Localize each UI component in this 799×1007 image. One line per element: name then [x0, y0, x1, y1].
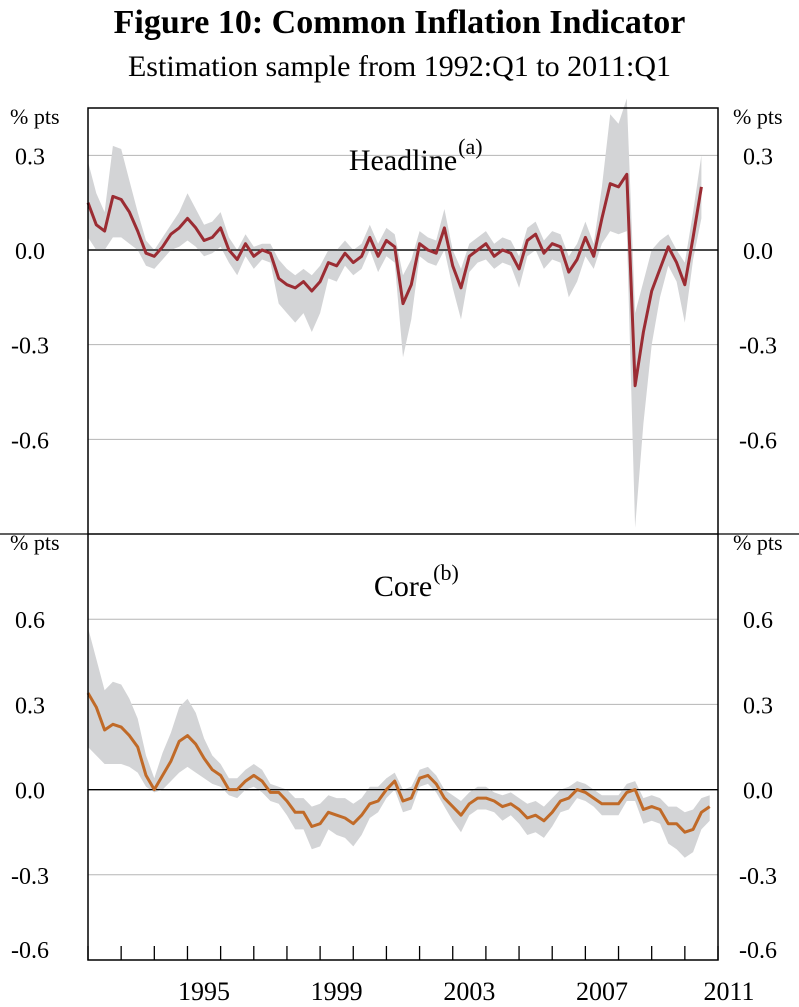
y-tick-label-left: 0.3	[15, 144, 45, 170]
y-tick-label-left: 0.0	[15, 239, 45, 265]
y-tick-label-right: 0.6	[743, 608, 773, 634]
x-tick-label: 1999	[311, 977, 363, 1006]
y-tick-label-left: -0.3	[11, 864, 49, 890]
core-panel: 0.6 0.60.3 0.30.0 0.0-0.3 -0.3-0.6 -0.6% pts%…	[10, 530, 783, 964]
y-tick-label-right: -0.3	[739, 334, 777, 360]
unit-label-left: % pts	[10, 104, 60, 129]
series-line	[86, 692, 711, 834]
x-axis: 1995 1999 2003 2007 2011	[87, 946, 755, 1006]
headline-panel: 0.3 0.3 0.0 0.0 -0.3 -0.3 -0.6 -0.6 % pts % pts He…	[10, 98, 783, 528]
x-tick-label: 2003	[443, 977, 495, 1006]
confidence-band	[88, 627, 710, 858]
y-tick-label-left: 0.3	[15, 693, 45, 719]
y-tick-label-left: -0.3	[11, 334, 49, 360]
chart-frame	[0, 107, 799, 961]
y-tick-label-right: 0.3	[743, 144, 773, 170]
panel-label: Headline	[349, 144, 457, 177]
panel-note: (a)	[458, 134, 482, 159]
x-tick-label: 1995	[178, 977, 230, 1006]
series-line	[86, 172, 703, 388]
panel-note: (b)	[433, 560, 459, 585]
unit-label-right: % pts	[733, 104, 783, 129]
chart-title: Figure 10: Common Inflation Indicator	[113, 4, 686, 41]
chart-subtitle: Estimation sample from 1992:Q1 to 2011:Q…	[127, 50, 671, 83]
x-tick-label: 2011	[703, 977, 754, 1006]
y-tick-label-left: 0.0	[15, 779, 45, 805]
y-tick-label-left: 0.6	[15, 608, 45, 634]
y-tick-label-right: 0.0	[743, 239, 773, 265]
x-tick-label: 2007	[576, 977, 628, 1006]
panel-label: Core	[374, 570, 432, 603]
y-tick-label-left: -0.6	[11, 428, 49, 454]
y-tick-label-right: 0.0	[743, 779, 773, 805]
y-tick-label-right: -0.6	[739, 428, 777, 454]
y-tick-label-right: -0.6	[739, 938, 777, 964]
y-tick-label-right: 0.3	[743, 693, 773, 719]
y-tick-label-left: -0.6	[11, 938, 49, 964]
y-tick-label-right: -0.3	[739, 864, 777, 890]
